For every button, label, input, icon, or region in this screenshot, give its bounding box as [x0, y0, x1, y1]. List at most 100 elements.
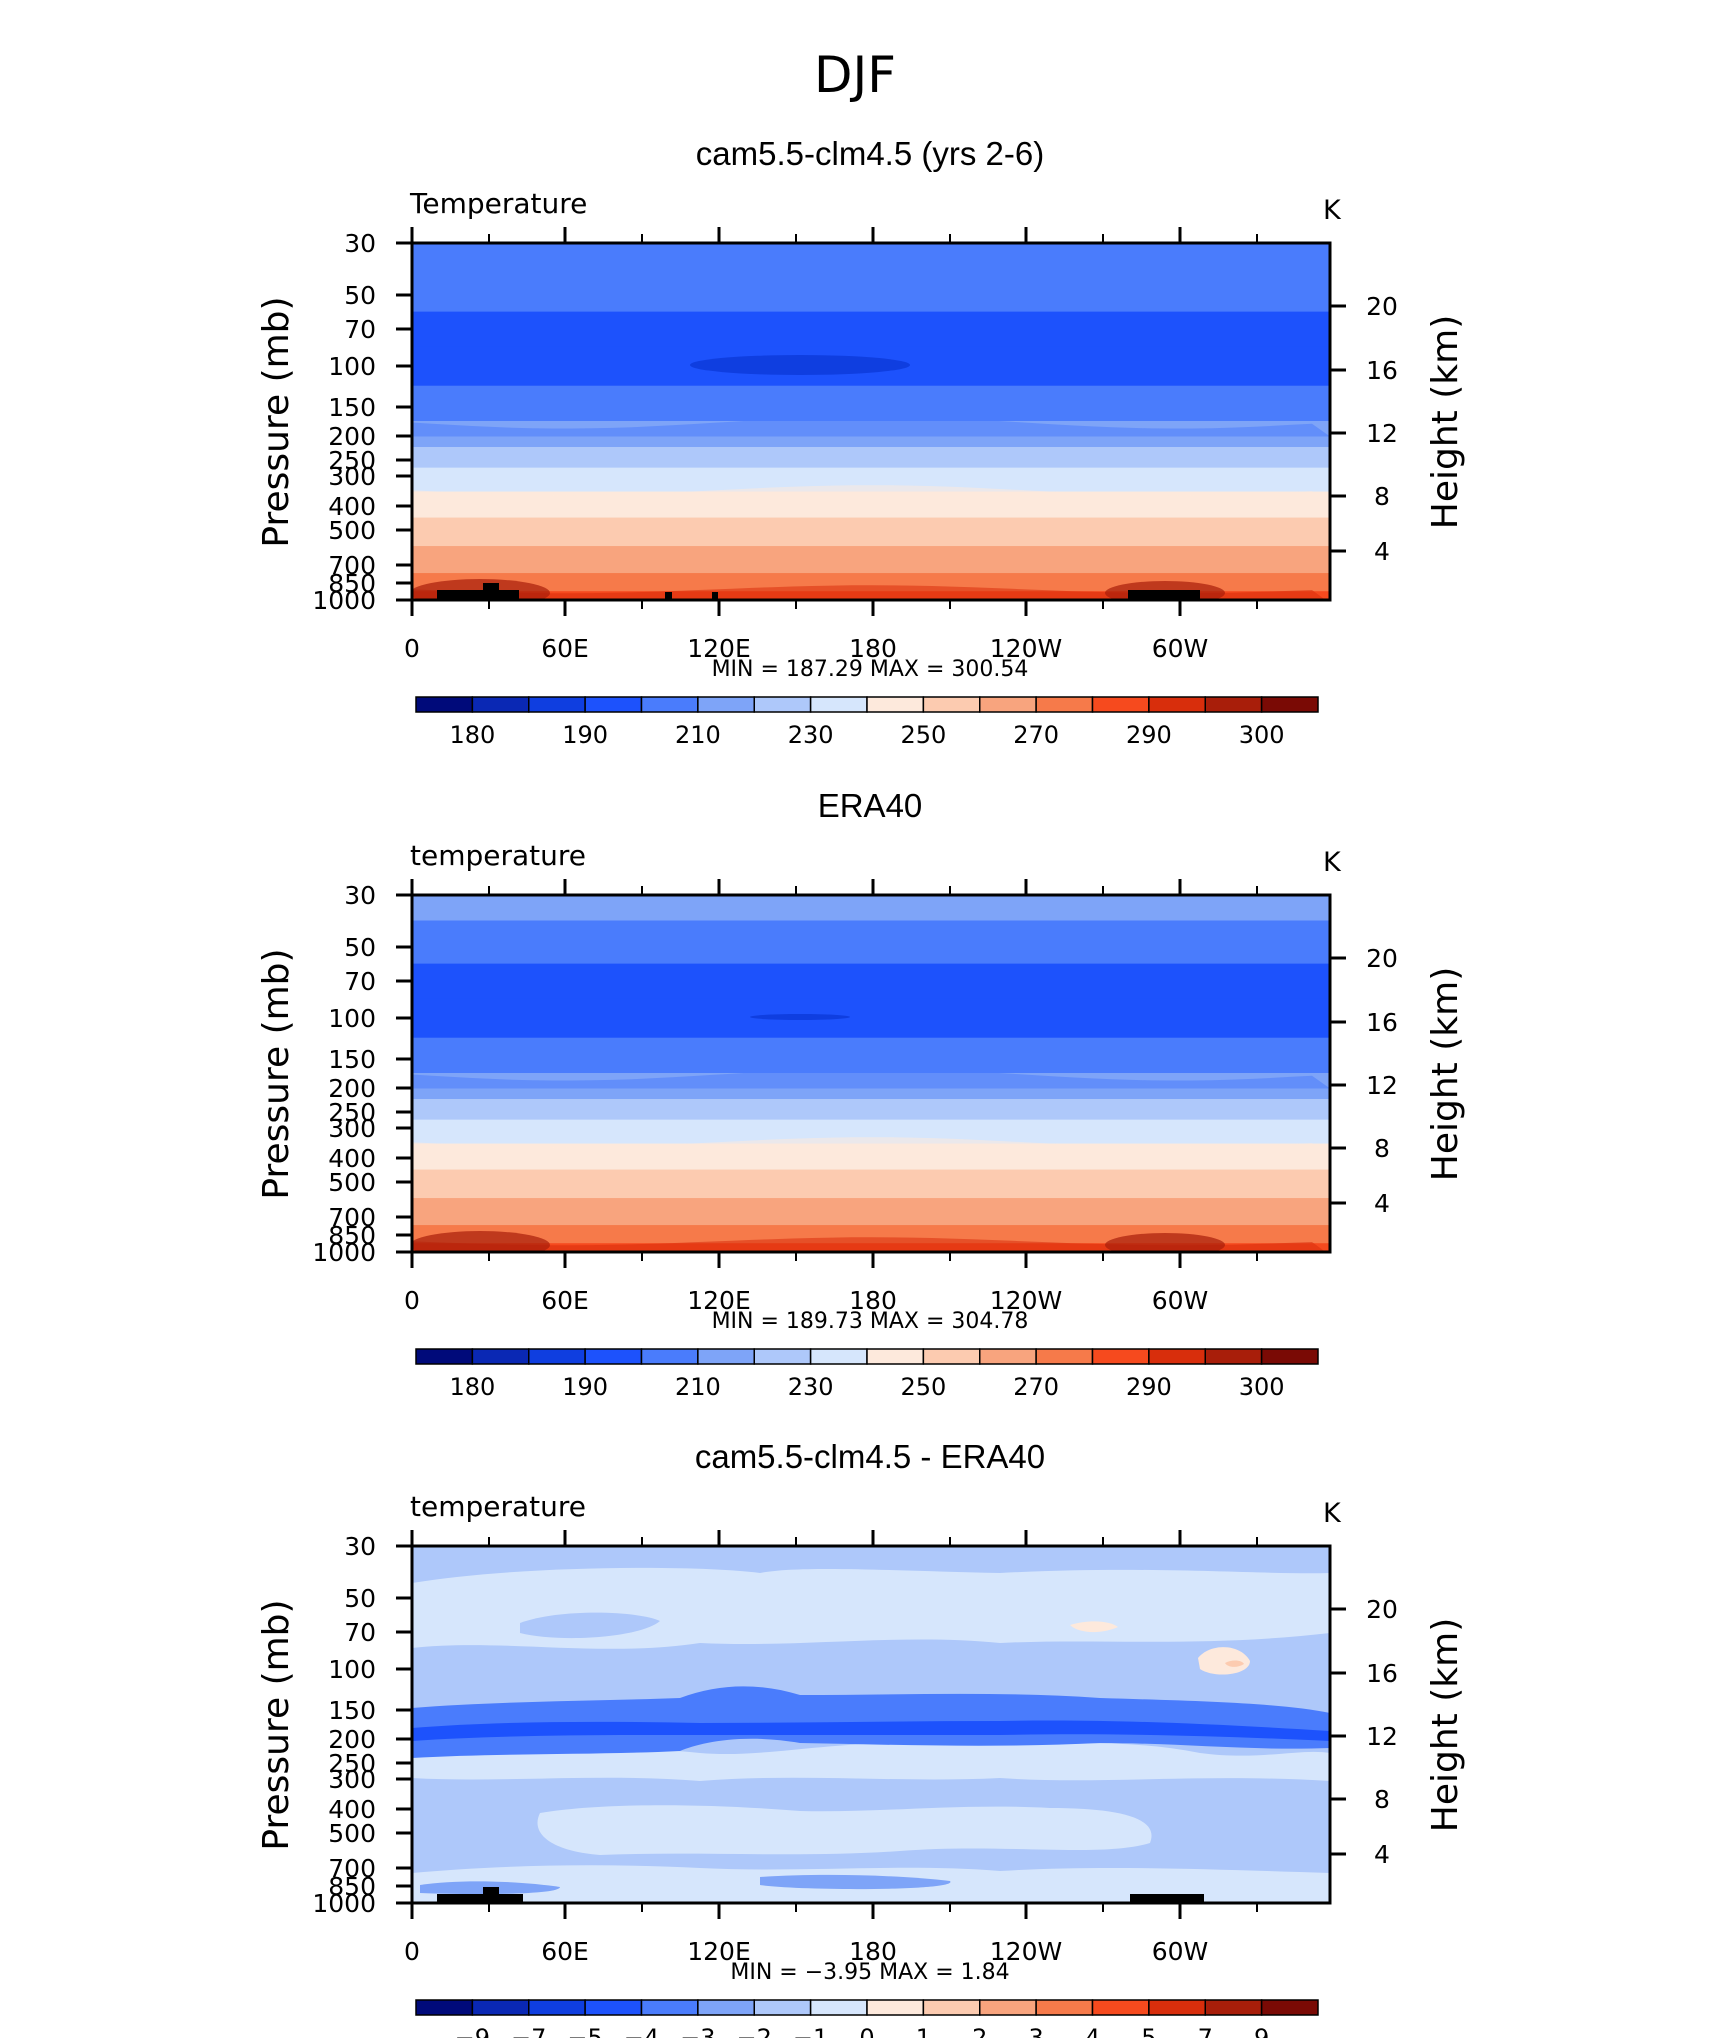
- colorbar-box: [753, 1999, 812, 2016]
- contour-band: [412, 1037, 1330, 1074]
- colorbar-label: −9: [455, 2024, 490, 2038]
- topography-mask: [483, 583, 499, 590]
- y-tick-label: 70: [344, 1618, 376, 1647]
- colorbar-box: [753, 1348, 812, 1365]
- y-tick-label: 30: [344, 1532, 376, 1561]
- colorbar-box: [1260, 1348, 1319, 1365]
- y-tick-label: 250: [328, 1098, 376, 1127]
- y2-axis-title: Height (km): [1425, 967, 1466, 1181]
- colorbar-label: −1: [793, 2024, 828, 2038]
- colorbar-box: [640, 696, 699, 713]
- x-tick-label: 0: [404, 1286, 420, 1315]
- minimum-region: [690, 355, 910, 375]
- variable-label: Temperature: [409, 187, 587, 220]
- y-tick-label: 700: [328, 1203, 376, 1232]
- contour-band: [412, 311, 1330, 348]
- contour-region: [1198, 1647, 1250, 1675]
- y2-tick-label: 4: [1374, 1189, 1390, 1218]
- panel-title: cam5.5-clm4.5 (yrs 2-6): [696, 135, 1044, 172]
- x-tick-label: 60E: [541, 1937, 589, 1966]
- x-tick-label: 120W: [990, 1937, 1062, 1966]
- y2-tick-label: 20: [1366, 292, 1398, 321]
- y-tick-label: 300: [328, 462, 376, 491]
- x-tick-label: 60W: [1152, 1937, 1209, 1966]
- min-max-text: MIN = 189.73 MAX = 304.78: [712, 1309, 1029, 1334]
- colorbar-box: [1035, 1348, 1094, 1365]
- y-axis-title: Pressure (mb): [256, 296, 297, 547]
- colorbar-label: −3: [680, 2024, 715, 2038]
- topography-mask: [1130, 1894, 1204, 1903]
- colorbar-label: 190: [562, 1373, 608, 1401]
- colorbar-label: 250: [900, 1373, 946, 1401]
- colorbar-box: [809, 1999, 868, 2016]
- y2-tick-label: 8: [1374, 1134, 1390, 1163]
- x-tick-label: 0: [404, 634, 420, 663]
- topography-mask: [437, 1894, 523, 1903]
- topography-mask: [665, 592, 672, 600]
- units-label: K: [1323, 195, 1342, 226]
- minimum-region: [750, 1014, 850, 1020]
- panel-title: cam5.5-clm4.5 - ERA40: [695, 1438, 1045, 1475]
- contour-undulation: [412, 1237, 1326, 1252]
- contour-band: [412, 1099, 1330, 1121]
- colorbar-box: [415, 1348, 474, 1365]
- y-tick-label: 200: [328, 1074, 376, 1103]
- contour-field: [412, 1546, 1330, 1903]
- y-tick-label: 150: [328, 393, 376, 422]
- contour-band: [412, 268, 1330, 313]
- colorbar-box: [922, 1348, 981, 1365]
- x-tick-label: 180: [849, 634, 897, 663]
- colorbar-label: 5: [1141, 2024, 1156, 2038]
- x-tick-label: 120E: [687, 634, 751, 663]
- contour-band: [412, 920, 1330, 965]
- y-axis-title: Pressure (mb): [256, 1599, 297, 1850]
- x-tick-label: 60E: [541, 634, 589, 663]
- colorbar-box: [697, 1999, 755, 2016]
- colorbar-box: [866, 696, 925, 713]
- colorbar-label: 210: [675, 721, 721, 749]
- colorbar-label: 300: [1239, 1373, 1285, 1401]
- y2-tick-label: 16: [1366, 1008, 1398, 1037]
- x-tick-label: 120E: [687, 1937, 751, 1966]
- colorbar-box: [753, 696, 812, 713]
- colorbar-box: [866, 1999, 925, 2016]
- y-tick-label: 400: [328, 1144, 376, 1173]
- contour-band: [412, 546, 1330, 575]
- y-tick-label: 850: [328, 1221, 376, 1250]
- contour-region: [537, 1805, 1152, 1855]
- contour-undulation: [412, 1137, 1330, 1157]
- y-tick-label: 500: [328, 1168, 376, 1197]
- y2-axis-title: Height (km): [1425, 315, 1466, 529]
- colorbar-box: [922, 696, 981, 713]
- contour-band: [412, 1225, 1330, 1245]
- panel-title: ERA40: [818, 787, 923, 824]
- y2-tick-label: 12: [1366, 1071, 1398, 1100]
- contour-undulation: [412, 585, 1326, 600]
- x-tick-label: 60W: [1152, 634, 1209, 663]
- colorbar-box: [640, 1999, 699, 2016]
- y-tick-label: 100: [328, 1655, 376, 1684]
- colorbar-label: 230: [788, 721, 834, 749]
- colorbar-box: [1035, 1999, 1094, 2016]
- y-tick-label: 700: [328, 551, 376, 580]
- y-tick-label: 850: [328, 1872, 376, 1901]
- x-tick-label: 60W: [1152, 1286, 1209, 1315]
- contour-field: [412, 895, 1330, 1252]
- contour-field: [412, 243, 1330, 600]
- contour-undulation: [412, 1068, 1330, 1089]
- contour-region: [1225, 1660, 1244, 1667]
- min-max-text: MIN = 187.29 MAX = 300.54: [712, 657, 1029, 682]
- colorbar-box: [697, 1348, 755, 1365]
- y2-tick-label: 8: [1374, 1785, 1390, 1814]
- units-label: K: [1323, 1498, 1342, 1529]
- colorbar: 180 190 210 230 250 270 290 300: [415, 696, 1319, 749]
- y-tick-label: 300: [328, 1114, 376, 1143]
- y-tick-label: 250: [328, 1749, 376, 1778]
- y-tick-label: 400: [328, 1795, 376, 1824]
- colorbar-box: [1148, 1348, 1206, 1365]
- y-tick-label: 150: [328, 1696, 376, 1725]
- colorbar-box: [471, 1999, 530, 2016]
- colorbar-label: 270: [1013, 1373, 1059, 1401]
- x-tick-label: 120W: [990, 634, 1062, 663]
